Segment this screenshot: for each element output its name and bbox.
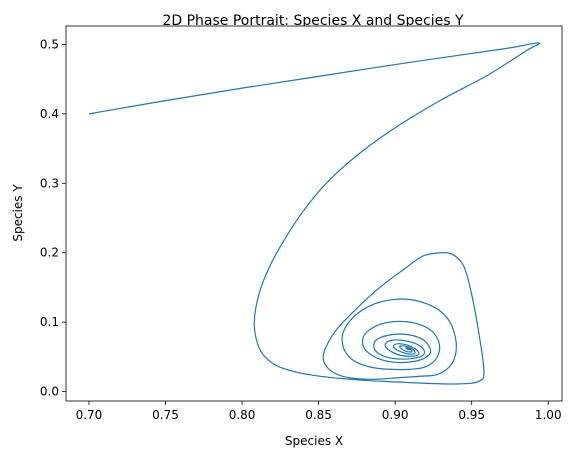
- axes-layer: [65, 25, 563, 402]
- trajectory-line-0: [88, 42, 541, 385]
- plot-area: [66, 26, 562, 401]
- y-tick-label: 0.4: [40, 107, 59, 121]
- x-tick-label: 0.70: [76, 408, 103, 422]
- series-layer: [88, 42, 541, 385]
- x-tick-label: 0.95: [458, 408, 485, 422]
- y-tick-label: 0.5: [40, 37, 59, 51]
- x-tick-label: 0.80: [229, 408, 256, 422]
- y-tick-label: 0.3: [40, 176, 59, 190]
- y-tick-label: 0.0: [40, 385, 59, 399]
- x-tick-label: 0.75: [152, 408, 179, 422]
- x-tick-label: 1.00: [535, 408, 562, 422]
- y-tick-label: 0.2: [40, 246, 59, 260]
- y-axis-label: Species Y: [11, 184, 25, 242]
- chart-title: 2D Phase Portrait: Species X and Species…: [162, 13, 464, 29]
- x-axis-label: Species X: [285, 434, 343, 448]
- axes-frame: [65, 25, 563, 402]
- y-tick-label: 0.1: [40, 315, 59, 329]
- x-axis-ticks: 0.70 0.75 0.80 0.85 0.90 0.95 1.00: [76, 401, 562, 422]
- y-axis-ticks: 0.0 0.1 0.2 0.3 0.4 0.5: [40, 37, 66, 399]
- x-tick-label: 0.90: [382, 408, 409, 422]
- x-tick-label: 0.85: [305, 408, 332, 422]
